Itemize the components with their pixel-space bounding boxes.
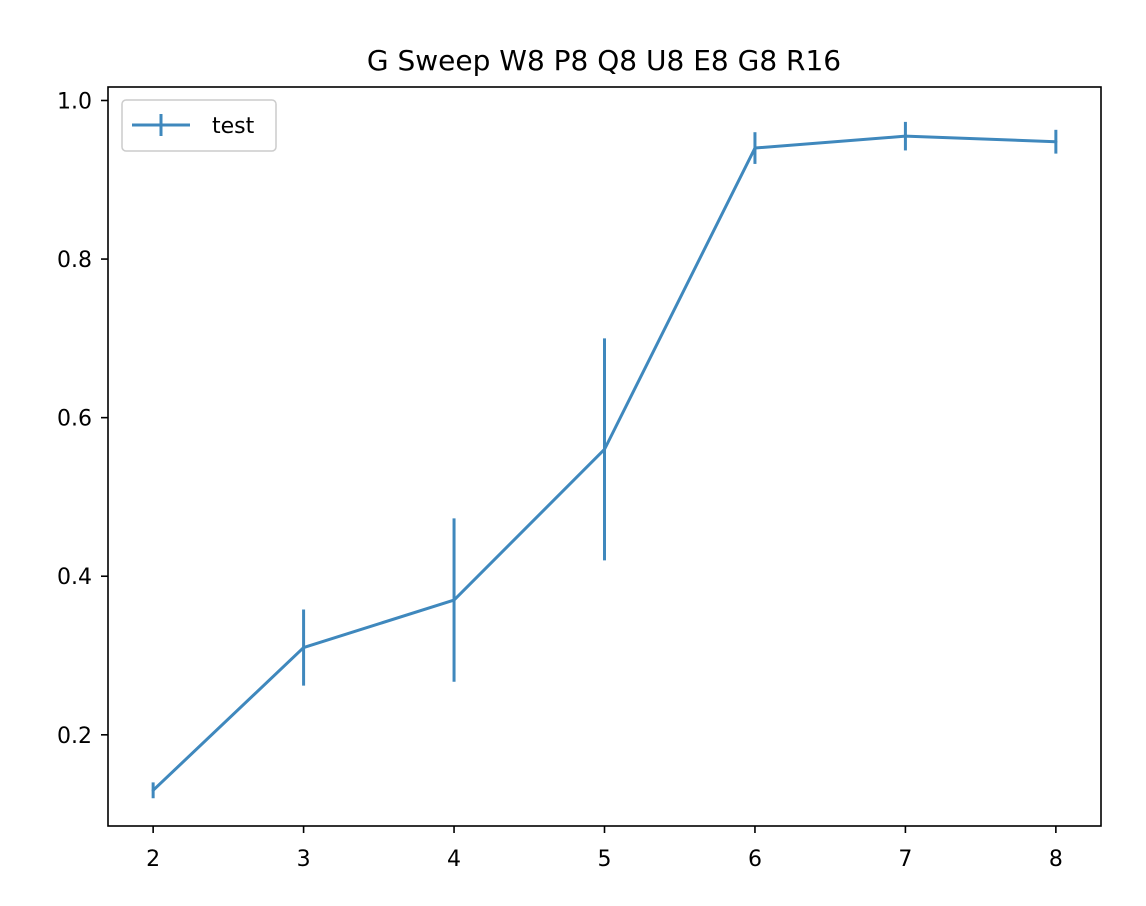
data-point bbox=[753, 146, 757, 150]
axes: 2 3 4 5 6 7 8 0.2 0.4 0.6 0.8 1.0 bbox=[57, 86, 1102, 872]
legend-label: test bbox=[212, 114, 255, 139]
x-tick-label: 7 bbox=[898, 847, 912, 872]
y-tick-label: 0.8 bbox=[57, 248, 92, 273]
x-tick-label: 6 bbox=[748, 847, 762, 872]
data-point bbox=[302, 646, 306, 650]
data-point bbox=[452, 598, 456, 602]
data-point bbox=[151, 788, 155, 792]
y-tick-label: 1.0 bbox=[57, 89, 92, 114]
data-point bbox=[1054, 140, 1058, 144]
chart-title: G Sweep W8 P8 Q8 U8 E8 G8 R16 bbox=[367, 44, 841, 77]
x-tick-label: 8 bbox=[1049, 847, 1063, 872]
x-tick-label: 5 bbox=[598, 847, 612, 872]
plot-area bbox=[151, 121, 1058, 799]
x-tick-label: 4 bbox=[447, 847, 461, 872]
data-point bbox=[603, 447, 606, 451]
x-tick-label: 3 bbox=[297, 847, 311, 872]
y-tick-label: 0.2 bbox=[57, 724, 92, 749]
y-tick-label: 0.4 bbox=[57, 565, 92, 590]
data-point bbox=[903, 134, 907, 138]
x-tick-label: 2 bbox=[146, 847, 160, 872]
legend-box bbox=[121, 99, 277, 152]
legend: test bbox=[121, 99, 277, 152]
y-tick-label: 0.6 bbox=[57, 407, 92, 432]
